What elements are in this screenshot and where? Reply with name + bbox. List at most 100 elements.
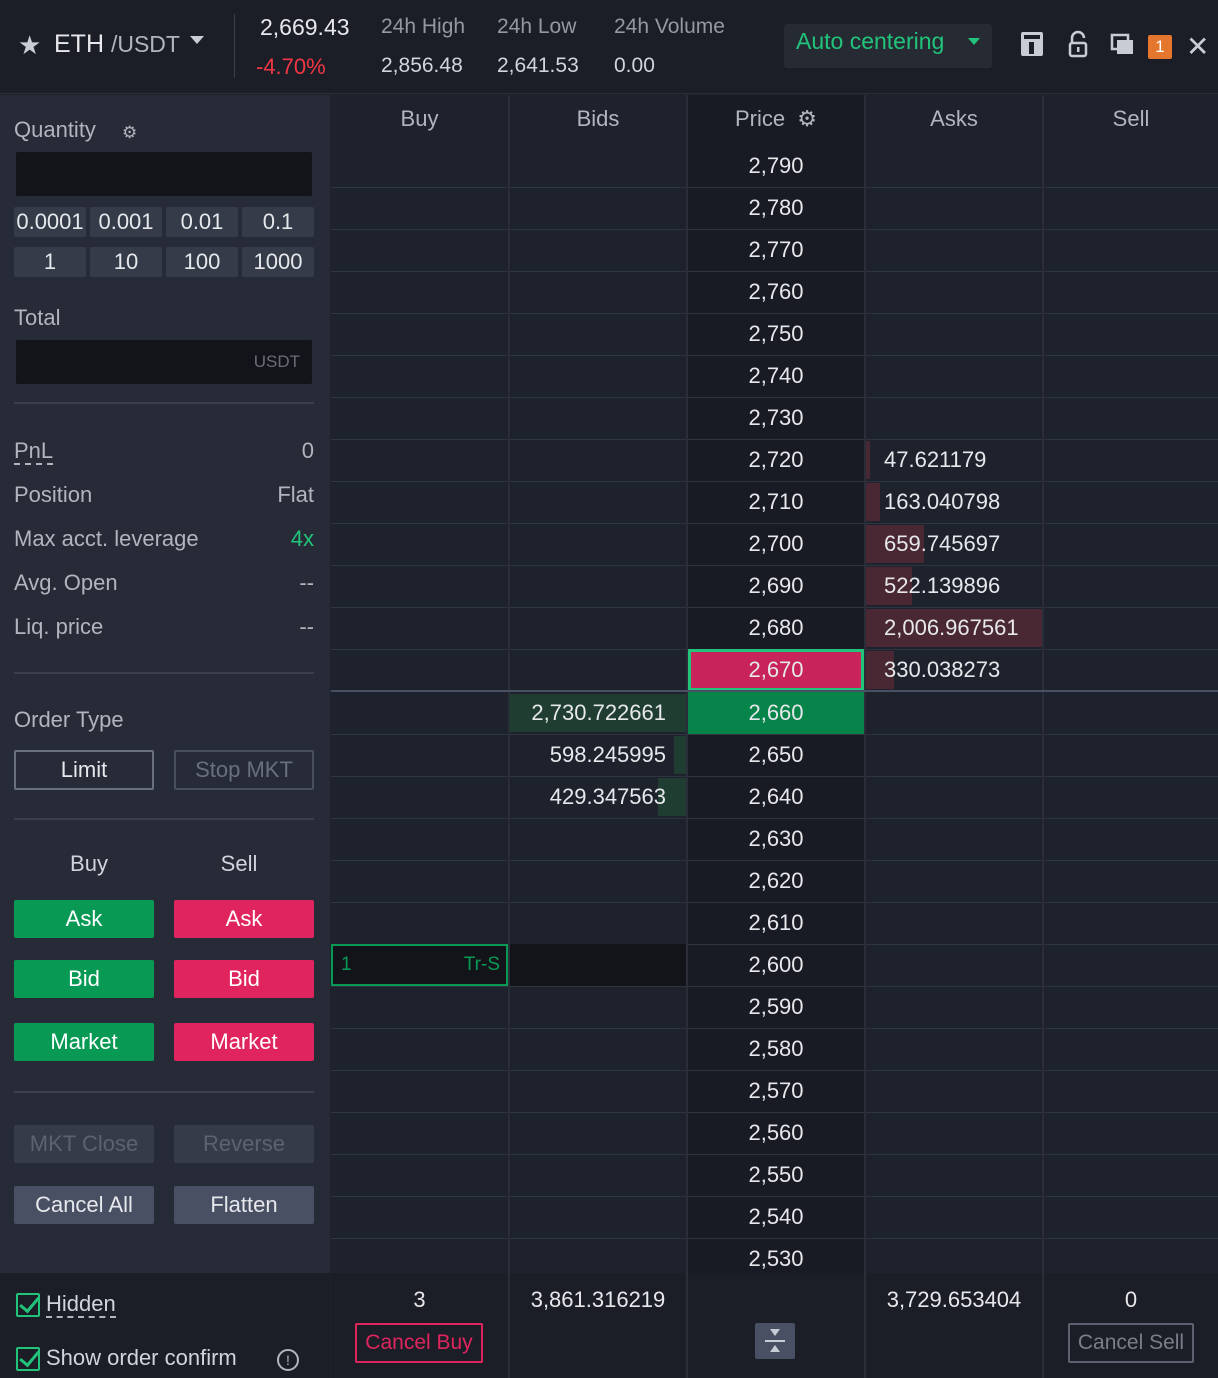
price-cell[interactable]: 2,610	[748, 910, 804, 935]
bid-cell[interactable]: 598.245995	[510, 734, 686, 776]
buy-bid-button[interactable]: Bid	[14, 960, 154, 998]
center-ladder-icon[interactable]	[755, 1323, 795, 1359]
reverse-button[interactable]: Reverse	[174, 1125, 314, 1163]
price-cell[interactable]: 2,670	[688, 649, 864, 691]
price-cell[interactable]: 2,630	[748, 826, 804, 851]
price-cell[interactable]: 2,560	[748, 1120, 804, 1145]
close-icon[interactable]: ✕	[1186, 31, 1210, 62]
divider	[14, 402, 314, 404]
sell-ask-button[interactable]: Ask	[174, 900, 314, 938]
order-type-stop-mkt[interactable]: Stop MKT	[174, 750, 314, 790]
quick-qty-button[interactable]: 0.01	[166, 207, 238, 237]
cancel-all-button[interactable]: Cancel All	[14, 1186, 154, 1224]
ask-cell[interactable]: 163.040798	[866, 481, 1042, 523]
quick-qty-button[interactable]: 100	[166, 247, 238, 277]
quick-qty-button[interactable]: 1	[14, 247, 86, 277]
window-icon[interactable]	[1108, 30, 1136, 60]
price-cell[interactable]: 2,650	[748, 742, 804, 767]
bid-cell[interactable]: 429.347563	[510, 776, 686, 818]
row-divider	[331, 1154, 1218, 1155]
quantity-input[interactable]	[16, 152, 312, 196]
price-cell[interactable]: 2,700	[748, 531, 804, 556]
ask-depth-bar	[866, 441, 870, 479]
cancel-sell-button[interactable]: Cancel Sell	[1068, 1323, 1194, 1363]
quick-qty-button[interactable]: 0.1	[242, 207, 314, 237]
price-cell[interactable]: 2,600	[748, 952, 804, 977]
auto-centering-dropdown[interactable]: Auto centering	[784, 24, 992, 68]
buy-market-button[interactable]: Market	[14, 1023, 154, 1061]
ask-cell[interactable]: 2,006.967561	[866, 607, 1042, 649]
price-cell[interactable]: 2,590	[748, 994, 804, 1019]
header-bids: Bids	[576, 106, 620, 131]
position-value: Flat	[277, 482, 314, 507]
price-cell[interactable]: 2,540	[748, 1204, 804, 1229]
liq-price-value: --	[299, 614, 314, 639]
buy-ask-button[interactable]: Ask	[14, 900, 154, 938]
quick-qty-button[interactable]: 0.001	[90, 207, 162, 237]
chevron-down-icon[interactable]	[190, 36, 204, 44]
unlock-icon[interactable]	[1064, 30, 1092, 60]
ask-cell[interactable]: 659.745697	[866, 523, 1042, 565]
sell-market-button[interactable]: Market	[174, 1023, 314, 1061]
volume-label: 24h Volume	[614, 15, 725, 38]
working-order-bid-cell[interactable]	[510, 944, 686, 986]
calculator-icon[interactable]	[1018, 30, 1046, 60]
symbol-selector[interactable]: ETH /USDT	[54, 30, 180, 59]
sell-bid-button[interactable]: Bid	[174, 960, 314, 998]
price-cell[interactable]: 2,710	[748, 489, 804, 514]
price-cell[interactable]: 2,580	[748, 1036, 804, 1061]
price-cell[interactable]: 2,780	[748, 195, 804, 220]
ask-depth-bar	[866, 525, 925, 563]
leverage-value: 4x	[290, 526, 314, 551]
price-cell[interactable]: 2,660	[688, 692, 864, 734]
divider	[14, 818, 314, 820]
price-cell[interactable]: 2,770	[748, 237, 804, 262]
cancel-buy-button[interactable]: Cancel Buy	[355, 1323, 483, 1363]
total-unit: USDT	[253, 352, 300, 371]
price-cell[interactable]: 2,640	[748, 784, 804, 809]
working-order[interactable]: 1 Tr-S	[331, 944, 508, 986]
ask-cell[interactable]: 47.621179	[866, 439, 1042, 481]
price-cell[interactable]: 2,760	[748, 279, 804, 304]
sell-column-label: Sell	[220, 851, 258, 876]
ladder-footer: 3 3,861.316219 3,729.653404 0 Cancel Buy…	[331, 1273, 1218, 1378]
hidden-checkbox[interactable]	[16, 1293, 40, 1317]
ask-cell[interactable]: 522.139896	[866, 565, 1042, 607]
show-confirm-checkbox[interactable]	[16, 1347, 40, 1371]
price-cell[interactable]: 2,530	[748, 1246, 804, 1271]
price-cell[interactable]: 2,730	[748, 405, 804, 430]
column-divider	[864, 1273, 866, 1378]
price-cell[interactable]: 2,740	[748, 363, 804, 388]
buy-total: 3	[413, 1287, 426, 1312]
price-cell[interactable]: 2,750	[748, 321, 804, 346]
symbol-base: ETH	[54, 30, 104, 58]
price-cell[interactable]: 2,570	[748, 1078, 804, 1103]
row-divider	[331, 607, 1218, 608]
gear-icon[interactable]: ⚙	[122, 123, 138, 142]
bid-size: 429.347563	[549, 784, 666, 809]
price-cell[interactable]: 2,720	[748, 447, 804, 472]
order-type-limit[interactable]: Limit	[14, 750, 154, 790]
price-cell[interactable]: 2,790	[748, 153, 804, 178]
price-cell[interactable]: 2,620	[748, 868, 804, 893]
quick-qty-button[interactable]: 0.0001	[14, 207, 86, 237]
price-column	[688, 95, 864, 1378]
total-input[interactable]: USDT	[16, 340, 312, 384]
price-cell[interactable]: 2,680	[748, 615, 804, 640]
header-asks: Asks	[930, 106, 978, 131]
info-icon[interactable]: !	[277, 1349, 299, 1371]
price-cell[interactable]: 2,550	[748, 1162, 804, 1187]
mkt-close-button[interactable]: MKT Close	[14, 1125, 154, 1163]
quick-qty-button[interactable]: 10	[90, 247, 162, 277]
price-cell[interactable]: 2,690	[748, 573, 804, 598]
asks-total: 3,729.653404	[886, 1287, 1022, 1312]
bid-depth-bar	[510, 694, 686, 732]
bid-cell[interactable]: 2,730.722661	[510, 692, 686, 734]
ask-cell[interactable]: 330.038273	[866, 649, 1042, 691]
star-icon[interactable]: ★	[18, 30, 42, 60]
flatten-button[interactable]: Flatten	[174, 1186, 314, 1224]
gear-icon[interactable]: ⚙	[797, 106, 817, 131]
notification-badge[interactable]: 1	[1148, 35, 1172, 59]
row-divider	[331, 397, 1218, 398]
quick-qty-button[interactable]: 1000	[242, 247, 314, 277]
